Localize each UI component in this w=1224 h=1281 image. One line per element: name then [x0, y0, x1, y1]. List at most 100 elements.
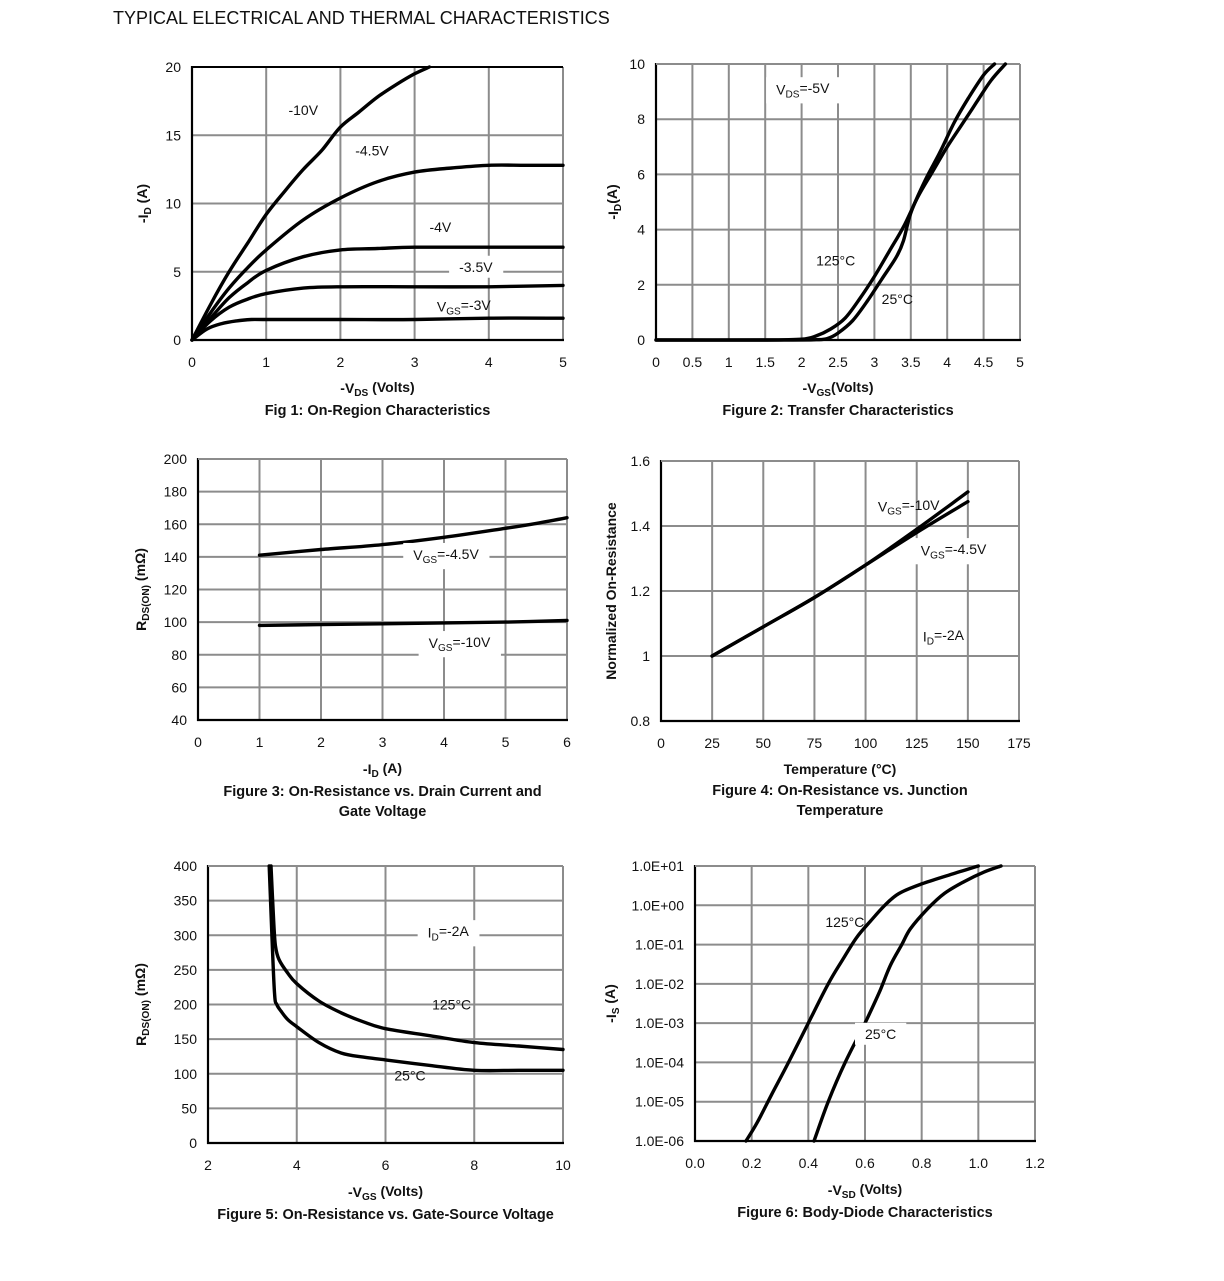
series-line-0 — [190, 65, 432, 342]
y-tick-label: 1.0E+01 — [631, 858, 684, 874]
y-tick-label: 50 — [181, 1100, 197, 1116]
y-tick-label: 1.2 — [631, 583, 651, 599]
annotation-label: 125°C — [816, 252, 855, 268]
gridlines — [661, 460, 1020, 721]
y-tick-label: 1.0E-05 — [635, 1094, 684, 1110]
y-tick-label: 1.0E-03 — [635, 1015, 684, 1031]
x-tick-label: 125 — [905, 735, 929, 751]
y-tick-label: 200 — [174, 997, 198, 1013]
gridlines — [695, 865, 1036, 1141]
x-tick-label: 0 — [652, 354, 660, 370]
gridlines — [208, 865, 564, 1143]
series-line-0 — [710, 490, 970, 658]
x-tick-label: 2.5 — [828, 354, 848, 370]
y-tick-label: 200 — [164, 451, 188, 467]
series-line-0 — [744, 864, 980, 1143]
gridlines — [198, 458, 568, 720]
annotation-background — [766, 77, 841, 104]
y-tick-label: 2 — [637, 277, 645, 293]
x-tick-label: 150 — [956, 735, 980, 751]
series-line-1 — [267, 864, 565, 1073]
annotation-label: ID=-2A — [923, 627, 965, 647]
series-line-3 — [190, 283, 565, 342]
x-tick-label: 3.5 — [901, 354, 921, 370]
y-axis-label: -ID (A) — [134, 184, 154, 223]
annotation-label: -10V — [288, 102, 318, 118]
series-line-4 — [190, 316, 565, 342]
annotation-background — [449, 255, 504, 278]
page-title: TYPICAL ELECTRICAL AND THERMAL CHARACTER… — [113, 8, 610, 28]
x-axis-label: -VGS (Volts) — [348, 1183, 423, 1203]
y-tick-label: 8 — [637, 111, 645, 127]
series-line-0 — [654, 62, 1008, 342]
figure-caption: Figure 5: On-Resistance vs. Gate-Source … — [217, 1207, 554, 1223]
y-tick-label: 5 — [173, 264, 181, 280]
y-tick-label: 400 — [174, 858, 198, 874]
figure-caption: Figure 6: Body-Diode Characteristics — [737, 1205, 992, 1221]
y-tick-label: 180 — [164, 484, 188, 500]
y-tick-label: 150 — [174, 1031, 198, 1047]
x-tick-label: 0.5 — [683, 354, 703, 370]
figure-caption: Gate Voltage — [339, 804, 427, 820]
x-tick-label: 1.5 — [755, 354, 775, 370]
y-tick-label: 1.0E-06 — [635, 1133, 684, 1149]
x-tick-label: 1 — [725, 354, 733, 370]
figure-caption: Temperature — [797, 803, 884, 819]
chart-fig5: 2 4 6 8 10050100150200250300350400ID=-2A125°… — [132, 858, 571, 1223]
x-tick-label: 175 — [1007, 735, 1031, 751]
x-tick-label: 50 — [755, 735, 771, 751]
x-tick-label: 2 — [337, 354, 345, 370]
y-tick-label: 10 — [165, 196, 181, 212]
annotation-label: VGS=-4.5V — [921, 541, 987, 561]
x-tick-label: 0.2 — [742, 1155, 762, 1171]
y-tick-label: 1.0E+00 — [631, 897, 684, 913]
y-axis-label: -IS (A) — [602, 984, 622, 1023]
y-tick-label: 60 — [171, 679, 187, 695]
y-tick-label: 1.6 — [631, 453, 651, 469]
annotation-label: VGS=-3V — [437, 297, 492, 317]
x-tick-label: 10 — [555, 1157, 571, 1173]
annotation-label: VDS=-5V — [776, 80, 830, 100]
x-axis-label: -ID (A) — [363, 760, 402, 780]
x-tick-label: 0.6 — [855, 1155, 875, 1171]
y-tick-label: 1.0E-01 — [635, 937, 684, 953]
y-tick-label: 250 — [174, 962, 198, 978]
y-tick-label: 120 — [164, 582, 188, 598]
x-axis-label: -VGS(Volts) — [802, 379, 873, 399]
x-tick-label: 2 — [798, 354, 806, 370]
chart-fig1: 0 1 2 3 4 5 0 5 10 15 20 -10V -4.5V -4V -3.5V VGS=-3V -V… — [134, 59, 567, 419]
y-axis-label: RDS(ON) (mΩ) — [132, 963, 152, 1046]
y-tick-label: 140 — [164, 549, 188, 565]
annotation-background — [855, 1022, 907, 1045]
y-tick-label: 300 — [174, 927, 198, 943]
y-axis-label: -ID(A) — [604, 184, 624, 219]
x-tick-label: 6 — [382, 1157, 390, 1173]
annotation-label: 125°C — [432, 996, 471, 1012]
figure-caption: Figure 2: Transfer Characteristics — [722, 403, 953, 419]
chart-fig2: 0 0.5 1 1.5 2 2.5 3 3.5 4 4.5 5 0 2 4 6 8 10 VDS=-5V 125°C… — [604, 56, 1024, 419]
series-line-1 — [654, 62, 997, 342]
figure-caption: Figure 4: On-Resistance vs. Junction — [712, 783, 967, 799]
chart-fig3: 0 1 2 3 4 5 6 40 60 80 100 120 140 160 180 200 VGS=-4.5V… — [132, 451, 571, 820]
x-tick-label: 3 — [379, 734, 387, 750]
x-tick-label: 3 — [871, 354, 879, 370]
x-tick-label: 0.8 — [912, 1155, 932, 1171]
x-tick-label: 0 — [657, 735, 665, 751]
y-tick-label: 40 — [171, 712, 187, 728]
x-tick-label: 8 — [470, 1157, 478, 1173]
y-tick-label: 1 — [642, 648, 650, 664]
chart-fig4: 0 25 50 75 100 125 150 175 0.8 1 1.2 1.4 1.6 VGS=-10V… — [603, 453, 1031, 819]
y-tick-label: 0 — [637, 332, 645, 348]
x-tick-label: 75 — [807, 735, 823, 751]
y-tick-label: 160 — [164, 516, 188, 532]
x-tick-label: 4 — [485, 354, 493, 370]
x-axis-label: -VDS (Volts) — [340, 379, 414, 399]
x-tick-label: 4 — [943, 354, 951, 370]
series-line-0 — [257, 516, 569, 557]
series-line-0 — [269, 864, 565, 1052]
x-tick-label: 1 — [262, 354, 270, 370]
y-tick-label: 20 — [165, 59, 181, 75]
figure-caption: Figure 3: On-Resistance vs. Drain Curren… — [223, 784, 541, 800]
x-tick-label: 5 — [502, 734, 510, 750]
